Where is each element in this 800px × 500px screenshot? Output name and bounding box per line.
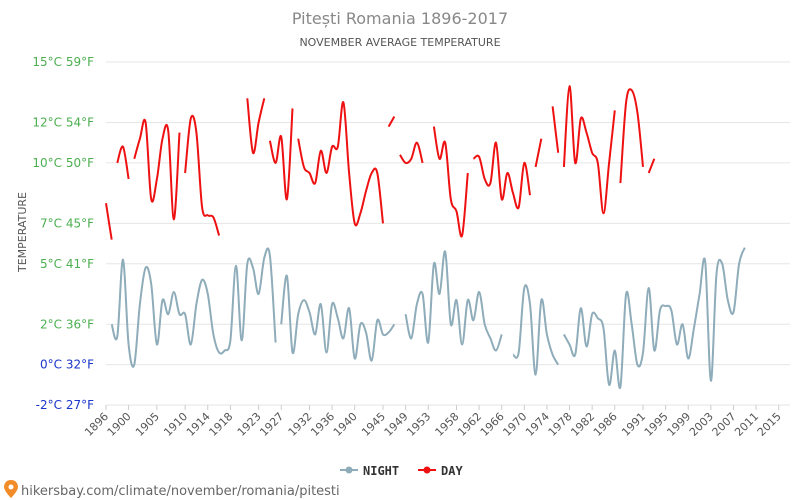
x-tick-label: 1914 [184,410,213,439]
night-line-segment [404,250,503,352]
y-tick-label: 2°C 36°F [40,317,94,331]
day-line-segment [116,145,130,180]
day-line-segment [619,88,644,184]
x-tick-label: 1986 [591,410,620,439]
x-tick-label: 2015 [755,410,784,439]
x-tick-label: 1896 [82,410,111,439]
y-tick-label: 10°C 50°F [32,156,94,170]
day-line-segment [133,118,181,221]
night-line-segment [280,274,396,362]
x-tick-label: 1962 [455,410,484,439]
x-tick-label: 1974 [523,410,552,439]
y-axis-ticks: 15°C 59°F 12°C 54°F 10°C 50°F 7°C 45°F 5°C 4… [32,55,94,412]
x-tick-label: 1991 [619,410,648,439]
day-line-segment [246,98,266,155]
x-tick-label: 1970 [500,410,529,439]
y-axis-label: TEMPERATURE [16,192,29,273]
x-tick-label: 1932 [286,410,315,439]
night-line-segment [563,247,746,389]
y-tick-label: 12°C 54°F [32,116,94,130]
legend[interactable]: NIGHT DAY [340,464,463,478]
chart-subtitle: NOVEMBER AVERAGE TEMPERATURE [299,36,500,49]
x-tick-label: 1945 [359,410,388,439]
y-tick-label: 15°C 59°F [32,55,94,69]
x-tick-label: 1923 [235,410,264,439]
day-line-segment [387,116,396,128]
y-tick-label: 7°C 45°F [40,216,94,230]
day-line-segment [551,106,560,153]
legend-item-day[interactable]: DAY [418,464,463,478]
legend-day-label: DAY [441,464,463,478]
x-tick-label: 1936 [308,410,337,439]
day-line-segment [472,141,531,210]
series-day [105,85,656,240]
x-tick-label: 2003 [687,410,716,439]
x-tick-label: 1918 [206,410,235,439]
x-tick-label: 1982 [568,410,597,439]
day-line-segment [534,138,543,168]
day-line-segment [105,203,113,240]
night-line-segment [512,284,560,376]
x-tick-label: 1905 [133,410,162,439]
day-line-segment [268,108,294,201]
location-pin-icon [4,480,18,498]
legend-night-label: NIGHT [363,464,399,478]
x-tick-label: 1958 [433,410,462,439]
y-tick-label: 0°C 32°F [40,358,94,372]
day-line-segment [184,114,221,236]
x-tick-label: 1949 [382,410,411,439]
x-tick-label: 1966 [478,410,507,439]
x-tick-label: 1900 [105,410,134,439]
legend-night-marker [345,466,353,474]
x-tick-label: 1910 [161,410,190,439]
x-tick-label: 2007 [710,410,739,439]
credit-link[interactable]: hikersbay.com/climate/november/romania/p… [21,484,340,499]
y-tick-label: 5°C 41°F [40,257,94,271]
x-tick-label: 2011 [732,410,761,439]
series-night [110,247,746,389]
day-line-segment [399,141,424,165]
day-line-segment [562,85,616,215]
legend-item-night[interactable]: NIGHT [340,464,399,478]
series-lines [105,85,746,389]
legend-day-marker [423,466,431,474]
source-credit[interactable]: hikersbay.com/climate/november/romania/p… [4,480,340,499]
day-line-segment [297,101,384,227]
x-tick-label: 1953 [404,410,433,439]
x-tick-label: 1978 [546,410,575,439]
x-tick-label: 1999 [664,410,693,439]
x-tick-label: 1927 [257,410,286,439]
x-tick-label: 1940 [331,410,360,439]
y-tick-label: -2°C 27°F [36,398,94,412]
day-line-segment [647,158,656,174]
day-line-segment [432,126,469,238]
chart-title: Pitești Romania 1896-2017 [292,9,508,28]
x-tick-label: 1995 [642,410,671,439]
night-line-segment [110,247,277,368]
